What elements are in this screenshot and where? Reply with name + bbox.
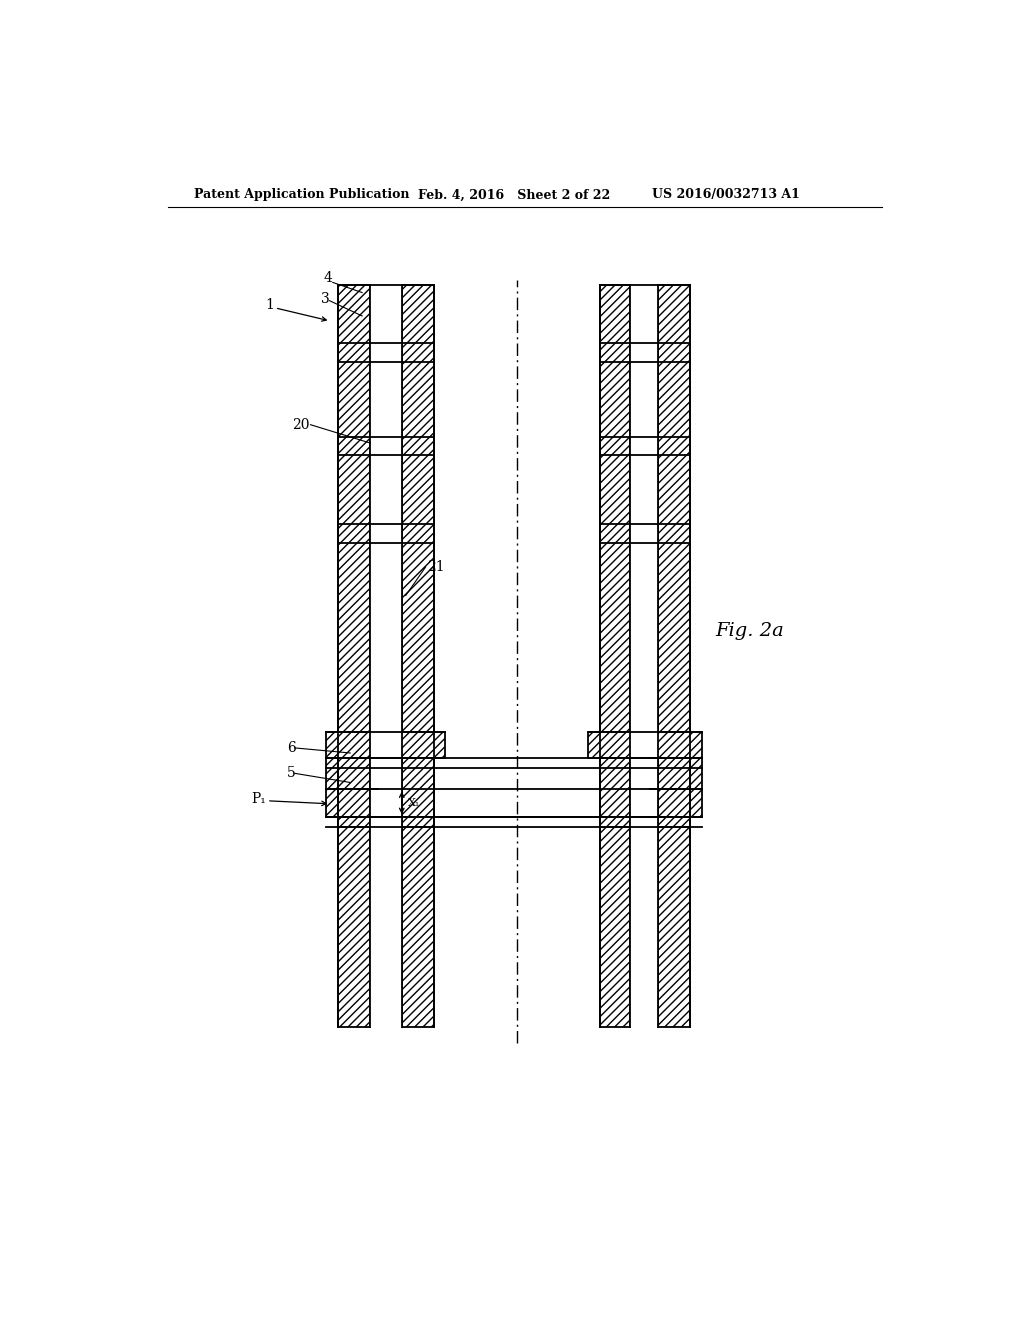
Bar [658, 285, 690, 1027]
Bar [338, 758, 370, 828]
Text: Patent Application Publication: Patent Application Publication [194, 189, 410, 202]
Text: X₁: X₁ [409, 797, 421, 808]
Text: 5: 5 [287, 767, 296, 780]
Text: 6: 6 [287, 741, 296, 755]
Bar [338, 285, 370, 1027]
Text: Fig. 2a: Fig. 2a [715, 622, 784, 640]
Text: P₁: P₁ [251, 792, 266, 805]
Bar [630, 437, 658, 455]
Bar [630, 285, 658, 1027]
Bar [650, 758, 701, 788]
Text: 3: 3 [321, 292, 330, 306]
Bar [370, 758, 401, 828]
Text: 4: 4 [324, 272, 333, 285]
Text: 1: 1 [265, 298, 274, 312]
Bar [401, 758, 433, 828]
Bar [650, 788, 701, 817]
Bar [630, 758, 658, 828]
Bar [326, 758, 378, 788]
Bar [588, 731, 701, 758]
Text: 21: 21 [427, 560, 444, 574]
Bar [630, 524, 658, 543]
Bar [630, 343, 658, 362]
Bar [326, 788, 378, 817]
Bar [370, 437, 401, 455]
Bar [401, 285, 433, 1027]
Bar [600, 285, 630, 1027]
Bar [370, 285, 401, 1027]
Bar [370, 343, 401, 362]
Bar [658, 758, 690, 828]
Text: US 2016/0032713 A1: US 2016/0032713 A1 [652, 189, 800, 202]
Bar [370, 524, 401, 543]
Text: 20: 20 [292, 417, 310, 432]
Bar [600, 758, 630, 828]
Text: Feb. 4, 2016   Sheet 2 of 22: Feb. 4, 2016 Sheet 2 of 22 [418, 189, 610, 202]
Bar [326, 731, 445, 758]
